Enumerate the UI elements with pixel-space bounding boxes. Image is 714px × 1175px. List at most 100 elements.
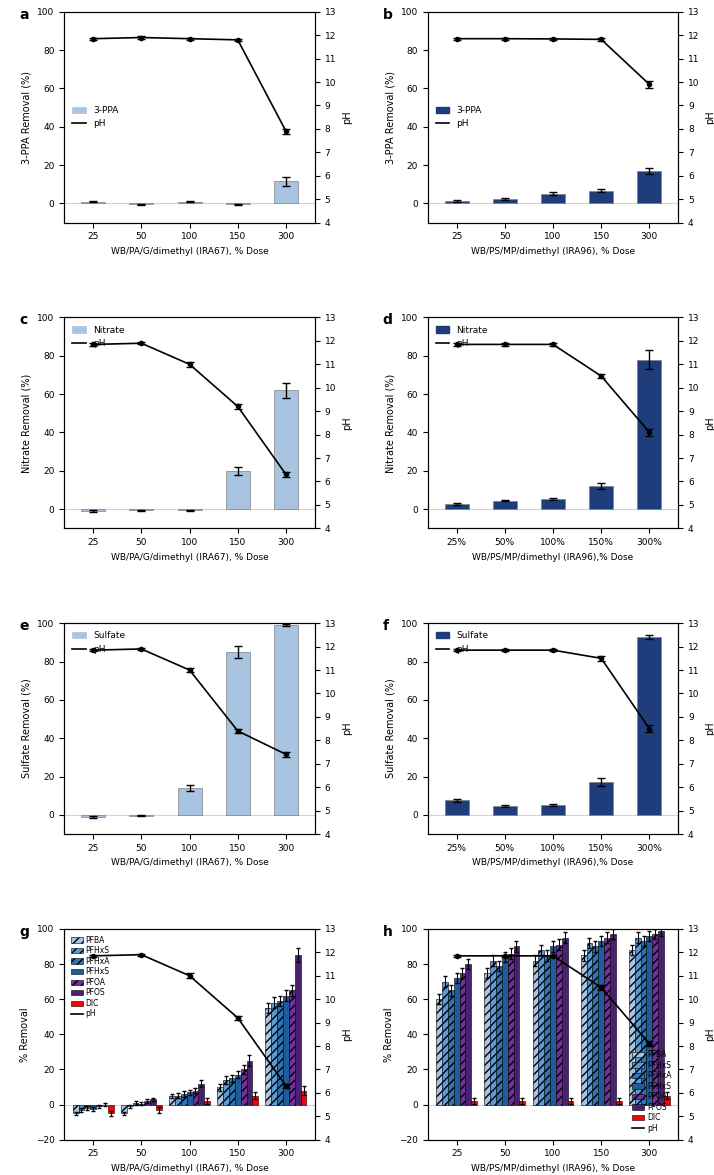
Bar [223,1080,229,1104]
Bar [133,1103,139,1104]
Bar [277,1001,283,1104]
Bar [144,1101,150,1104]
Bar [550,947,556,1104]
Bar [541,194,565,203]
Bar [246,1061,253,1104]
Bar [490,960,496,1104]
Bar [589,486,613,509]
Bar [598,941,604,1104]
Bar [150,1100,156,1104]
Bar [204,1101,210,1104]
Text: e: e [19,619,29,633]
Y-axis label: pH: pH [342,1027,352,1041]
Bar [186,1093,193,1104]
Bar [445,504,468,509]
Bar [653,934,658,1104]
Y-axis label: 3-PPA Removal (%): 3-PPA Removal (%) [385,70,395,163]
Y-axis label: % Removal: % Removal [383,1007,393,1062]
Bar [193,1090,198,1104]
Bar [241,1069,246,1104]
Bar [556,945,562,1104]
Bar [664,1096,670,1104]
Legend: PFBA, PFHxS, PFHxA, PFHxS, PFOA, PFOS, DIC, pH: PFBA, PFHxS, PFHxA, PFHxS, PFOA, PFOS, D… [68,933,114,1021]
Y-axis label: pH: pH [705,416,714,430]
Y-axis label: Nitrate Removal (%): Nitrate Removal (%) [21,374,31,472]
Bar [629,951,635,1104]
Y-axis label: 3-PPA Removal (%): 3-PPA Removal (%) [21,70,31,163]
X-axis label: WB/PS/MP/dimethyl (IRA96),% Dose: WB/PS/MP/dimethyl (IRA96),% Dose [473,858,633,867]
Bar [448,991,453,1104]
Bar [640,941,646,1104]
Bar [274,625,298,815]
Bar [638,170,661,203]
Bar [271,1002,277,1104]
X-axis label: WB/PS/MP/dimethyl (IRA96), % Dose: WB/PS/MP/dimethyl (IRA96), % Dose [471,247,635,256]
Bar [289,991,295,1104]
Bar [96,1104,102,1107]
Bar [229,1079,235,1104]
Bar [519,1101,526,1104]
Legend: PFBA, PFHxS, PFHxA, PFHxS, PFOA, PFOS, DIC, pH: PFBA, PFHxS, PFHxA, PFHxS, PFOA, PFOS, D… [629,1047,675,1136]
Bar [295,955,301,1104]
Text: f: f [383,619,388,633]
Bar [217,1087,223,1104]
Text: c: c [19,314,27,328]
Text: a: a [19,7,29,21]
Bar [587,944,593,1104]
Bar [541,805,565,815]
Bar [589,783,613,815]
Y-axis label: pH: pH [342,721,352,736]
Legend: Nitrate, pH: Nitrate, pH [432,322,492,351]
Bar [73,1104,79,1114]
Bar [493,501,517,509]
Text: g: g [19,925,29,939]
X-axis label: WB/PA/G/dimethyl (IRA67), % Dose: WB/PA/G/dimethyl (IRA67), % Dose [111,247,268,256]
Bar [658,931,664,1104]
Bar [508,953,513,1104]
X-axis label: WB/PA/G/dimethyl (IRA67), % Dose: WB/PA/G/dimethyl (IRA67), % Dose [111,858,268,867]
Bar [580,955,587,1104]
Bar [453,978,460,1104]
Bar [274,181,298,203]
Bar [493,199,517,203]
Bar [502,956,508,1104]
Y-axis label: pH: pH [705,1027,714,1041]
Bar [283,995,289,1104]
Bar [226,652,250,815]
Bar [442,981,448,1104]
Text: d: d [383,314,393,328]
Legend: Sulfate, pH: Sulfate, pH [432,627,492,658]
Bar [513,947,519,1104]
Y-axis label: % Removal: % Removal [20,1007,30,1062]
Bar [610,934,615,1104]
Bar [84,1104,90,1108]
Bar [635,938,640,1104]
Bar [493,806,517,815]
X-axis label: WB/PS/MP/dimethyl (IRA96), % Dose: WB/PS/MP/dimethyl (IRA96), % Dose [471,1164,635,1173]
Bar [79,1104,84,1110]
Bar [544,955,550,1104]
Bar [460,973,466,1104]
Y-axis label: pH: pH [342,416,352,430]
Y-axis label: Sulfate Removal (%): Sulfate Removal (%) [385,679,395,779]
Bar [301,1090,306,1104]
X-axis label: WB/PS/MP/dimethyl (IRA96),% Dose: WB/PS/MP/dimethyl (IRA96),% Dose [473,552,633,562]
Bar [81,815,105,817]
Bar [253,1096,258,1104]
Bar [496,966,502,1104]
Bar [181,1094,186,1104]
Text: h: h [383,925,393,939]
Bar [90,1104,96,1109]
Bar [445,201,468,203]
Bar [108,1104,114,1114]
Bar [466,963,471,1104]
Bar [178,201,201,203]
Bar [604,938,610,1104]
Y-axis label: pH: pH [342,110,352,125]
Legend: 3-PPA, pH: 3-PPA, pH [432,102,486,132]
Bar [568,1101,573,1104]
Bar [638,637,661,815]
Bar [81,201,105,203]
Bar [593,947,598,1104]
X-axis label: WB/PA/G/dimethyl (IRA67), % Dose: WB/PA/G/dimethyl (IRA67), % Dose [111,1164,268,1173]
